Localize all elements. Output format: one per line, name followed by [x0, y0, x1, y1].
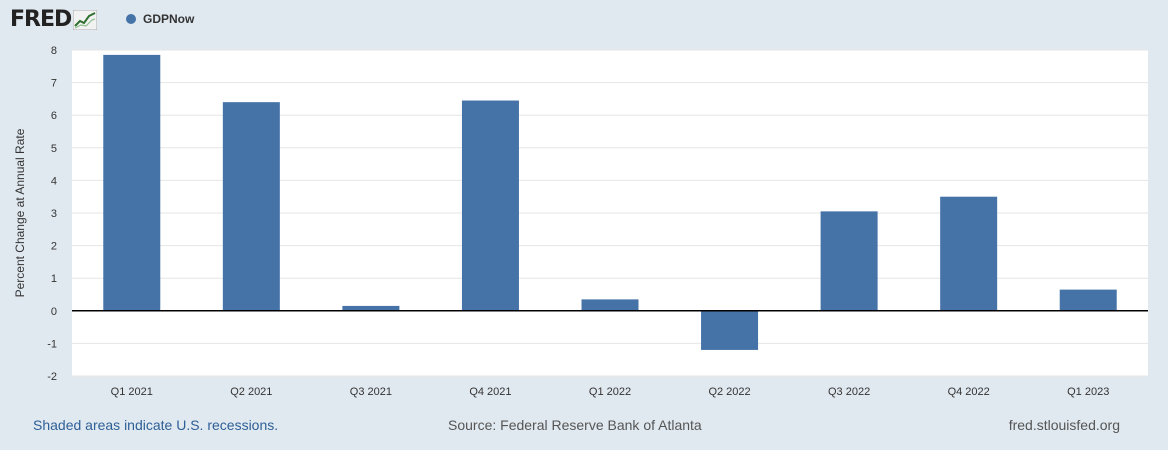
y-tick-label: 5: [51, 143, 57, 155]
x-tick-label: Q4 2022: [948, 386, 990, 398]
bar: [820, 211, 878, 311]
bar: [581, 299, 639, 311]
x-tick-label: Q1 2023: [1067, 386, 1109, 398]
bar: [1059, 289, 1117, 311]
bar: [342, 305, 400, 311]
x-tick-label: Q1 2021: [111, 386, 153, 398]
y-tick-label: 4: [51, 175, 57, 187]
y-tick-label: 7: [51, 78, 57, 90]
x-tick-label: Q3 2021: [350, 386, 392, 398]
y-tick-label: 0: [51, 306, 57, 318]
legend[interactable]: GDPNow: [126, 12, 194, 26]
x-tick-label: Q1 2022: [589, 386, 631, 398]
x-tick-label: Q2 2022: [708, 386, 750, 398]
line-chart-icon: [73, 10, 98, 30]
recession-note: Shaded areas indicate U.S. recessions.: [33, 417, 279, 433]
bar: [461, 100, 519, 311]
y-tick-label: 3: [51, 208, 57, 220]
fred-logo[interactable]: FRED: [10, 7, 98, 32]
y-tick-label: 8: [51, 45, 57, 57]
bar: [701, 310, 759, 350]
y-tick-label: -2: [47, 371, 57, 383]
y-tick-label: 2: [51, 241, 57, 253]
y-tick-label: 1: [51, 273, 57, 285]
legend-marker: [126, 14, 136, 24]
legend-label: GDPNow: [143, 12, 195, 26]
x-tick-label: Q3 2022: [828, 386, 870, 398]
bar: [940, 196, 998, 311]
site-link[interactable]: fred.stlouisfed.org: [1008, 417, 1120, 433]
x-tick-label: Q4 2021: [469, 386, 511, 398]
logo-text: FRED: [10, 7, 72, 32]
bar: [222, 102, 280, 311]
source-note: Source: Federal Reserve Bank of Atlanta: [448, 417, 702, 433]
y-tick-label: 6: [51, 110, 57, 122]
y-tick-label: -1: [47, 338, 57, 350]
x-tick-label: Q2 2021: [230, 386, 272, 398]
bar: [103, 54, 161, 311]
y-axis-label: Percent Change at Annual Rate: [13, 128, 27, 297]
